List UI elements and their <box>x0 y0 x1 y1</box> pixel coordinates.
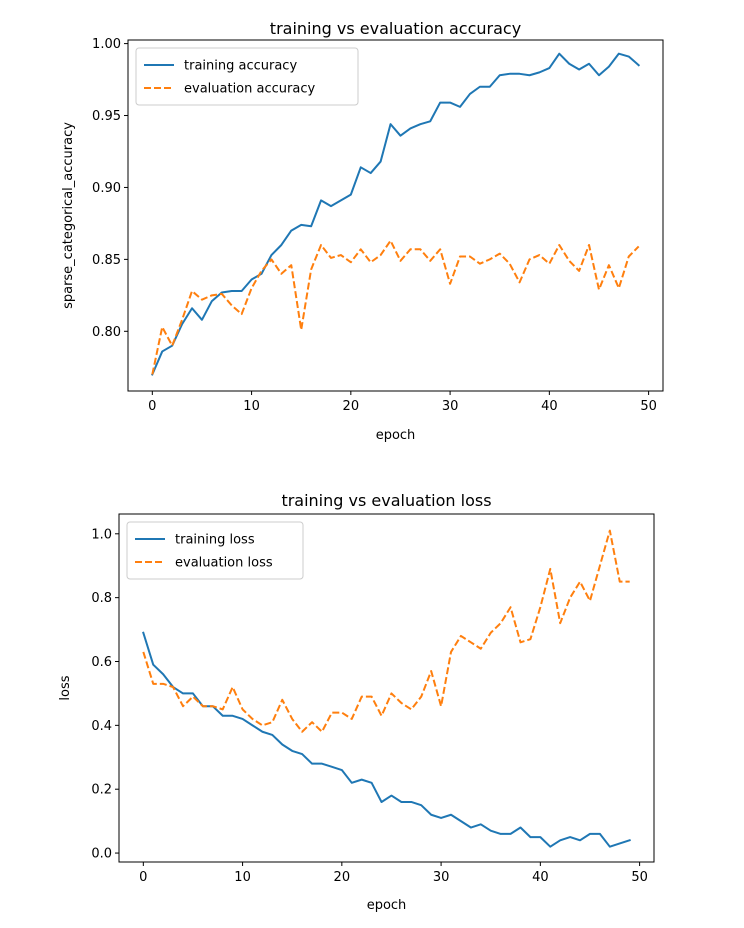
x-tick-label: 40 <box>541 399 558 414</box>
x-tick-label: 30 <box>442 399 459 414</box>
series-line-training-loss <box>142 631 631 848</box>
legend-label: evaluation accuracy <box>184 82 315 97</box>
x-tick-label: 40 <box>532 870 549 885</box>
y-tick-label: 0.6 <box>91 655 112 670</box>
legend-box <box>126 521 304 580</box>
y-axis-label: loss <box>58 675 73 700</box>
y-tick-label: 0.8 <box>91 591 112 606</box>
y-tick-label: 1.00 <box>92 37 121 52</box>
loss-chart: 0 10 20 30 40 50 0.0 0.2 0.4 0.6 0.8 1.0 training vs… <box>58 491 655 913</box>
x-tick-label: 10 <box>234 870 251 885</box>
series-line-training-accuracy <box>151 52 641 376</box>
chart-title: training vs evaluation loss <box>281 491 491 510</box>
chart-title: training vs evaluation accuracy <box>270 19 521 38</box>
y-tick-label: 0.2 <box>91 783 112 798</box>
x-tick-label: 10 <box>243 399 260 414</box>
x-tick-label: 0 <box>148 399 156 414</box>
y-tick-label: 0.4 <box>91 719 112 734</box>
y-tick-label: 0.0 <box>91 847 112 862</box>
x-tick-label: 30 <box>433 870 450 885</box>
plot-frame <box>118 513 655 863</box>
legend: training accuracy evaluation accuracy <box>135 47 359 106</box>
legend-label: training accuracy <box>184 59 297 74</box>
x-tick-label: 50 <box>631 870 648 885</box>
legend-label: training loss <box>175 533 255 548</box>
accuracy-chart: 0 10 20 30 40 50 0.80 0.85 0.90 0.95 1.00 training … <box>61 19 664 443</box>
plot-frame <box>127 39 664 392</box>
x-axis-label: epoch <box>367 898 407 913</box>
x-tick-label: 20 <box>343 399 360 414</box>
y-axis-label: sparse_categorical_accuracy <box>61 122 76 309</box>
legend-label: evaluation loss <box>175 556 273 571</box>
y-tick-label: 1.0 <box>91 527 112 542</box>
y-tick-label: 0.95 <box>92 109 121 124</box>
y-tick-label: 0.90 <box>92 181 121 196</box>
legend: training loss evaluation loss <box>126 521 304 580</box>
y-tick-label: 0.85 <box>92 253 121 268</box>
series-line-evaluation-accuracy <box>151 239 640 375</box>
x-axis-label: epoch <box>376 428 416 443</box>
x-tick-label: 0 <box>139 870 147 885</box>
y-tick-label: 0.80 <box>92 325 121 340</box>
x-tick-label: 50 <box>640 399 657 414</box>
legend-box <box>135 47 359 106</box>
x-tick-label: 20 <box>334 870 351 885</box>
